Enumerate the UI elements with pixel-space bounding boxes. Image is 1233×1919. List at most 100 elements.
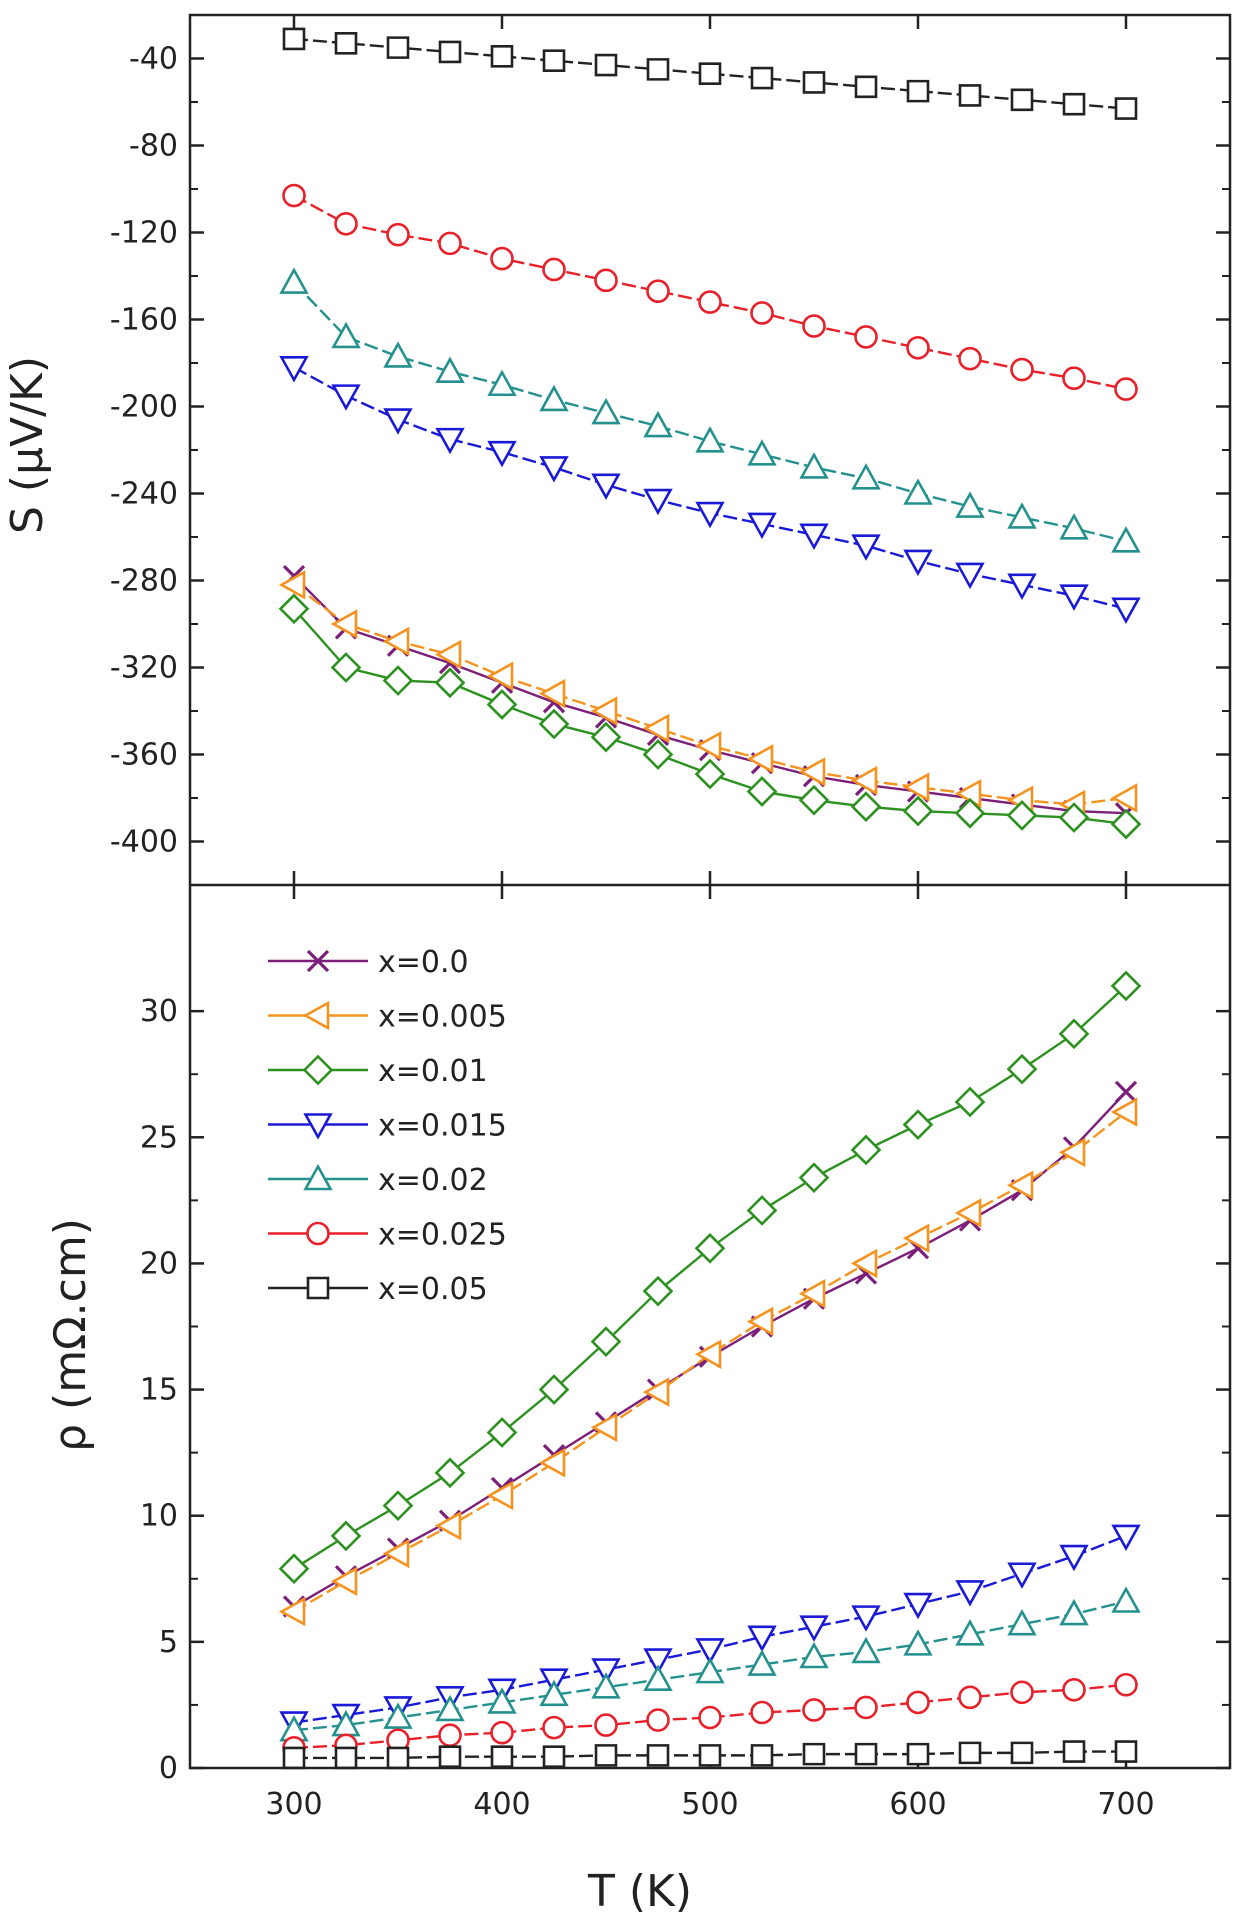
top-panel-seebeck: -40 -80 -120 -160 -200 -240 -280 -320 -360 -400 S…	[2, 15, 1230, 885]
data-point	[490, 1720, 514, 1745]
data-point	[854, 1742, 878, 1766]
data-point	[538, 678, 566, 709]
y-tick-label: -80	[129, 129, 178, 164]
data-point	[539, 1679, 569, 1707]
series-x=0.05	[282, 1740, 1138, 1770]
series-x=0.025	[282, 183, 1138, 401]
y-tick-label: 0	[159, 1751, 178, 1786]
data-point	[798, 757, 826, 787]
data-point	[1058, 802, 1090, 833]
data-point	[958, 346, 982, 371]
data-point	[538, 1374, 570, 1405]
data-point	[539, 456, 569, 483]
data-point	[538, 1448, 566, 1478]
data-point	[1059, 513, 1089, 540]
data-point	[646, 1744, 670, 1767]
data-point	[1114, 1740, 1138, 1763]
data-point	[383, 408, 413, 435]
data-point	[1006, 800, 1038, 831]
data-point	[490, 246, 514, 271]
series-x=0.005	[278, 1097, 1138, 1627]
data-point	[1110, 970, 1142, 1002]
data-point	[747, 512, 777, 540]
data-point	[698, 290, 722, 314]
data-point	[1111, 1524, 1141, 1552]
data-point	[799, 523, 829, 551]
series-x=0.01	[278, 593, 1142, 840]
bottom-panel-y-axis-title: ρ (mΩ.cm)	[45, 1218, 96, 1452]
data-point	[802, 314, 826, 338]
data-point	[590, 721, 622, 753]
legend-marker	[303, 1113, 333, 1140]
series-x=0.01	[278, 970, 1142, 1585]
data-point	[1010, 1680, 1034, 1705]
data-point	[382, 626, 410, 657]
data-point	[1114, 1672, 1138, 1697]
legend: x=0.0 x=0.005 x=0.01 x=0.015 x=0.02 x=0.025 x=…	[268, 945, 507, 1307]
data-point	[594, 53, 618, 77]
series-line	[293, 366, 1127, 610]
legend-label: x=0.05	[378, 1272, 488, 1307]
legend-marker	[306, 1276, 330, 1300]
data-point	[278, 1553, 310, 1585]
data-point	[747, 1625, 777, 1652]
y-tick-label: -200	[110, 390, 178, 425]
data-point	[802, 71, 826, 94]
data-point	[955, 1619, 985, 1646]
data-point	[798, 1278, 826, 1309]
data-point	[958, 1741, 982, 1765]
legend-label: x=0.015	[378, 1109, 507, 1144]
data-point	[642, 713, 670, 744]
plot-frame	[188, 13, 1232, 1770]
data-point	[330, 652, 362, 683]
data-point	[750, 301, 774, 325]
data-point	[642, 739, 674, 770]
data-point	[1058, 1018, 1090, 1050]
series-line	[293, 37, 1127, 110]
data-point	[434, 1511, 462, 1541]
data-point	[850, 1248, 878, 1279]
data-point	[1059, 1598, 1089, 1626]
data-point	[954, 1198, 982, 1228]
data-point	[386, 36, 410, 59]
data-point	[850, 791, 882, 823]
y-tick-label: 25	[140, 1120, 178, 1155]
series-x=0.05	[282, 27, 1138, 120]
bottom-panel-series	[278, 970, 1142, 1770]
y-tick-label: -240	[110, 477, 178, 512]
data-point	[590, 1412, 618, 1443]
legend-marker	[306, 1221, 330, 1246]
data-point	[902, 1223, 930, 1253]
series-x=0.025	[282, 1672, 1138, 1760]
data-point	[746, 776, 778, 807]
data-point	[438, 231, 462, 256]
x-tick-label: 700	[1097, 1787, 1154, 1822]
data-point	[646, 58, 670, 81]
data-point	[434, 667, 466, 699]
legend-marker	[302, 1000, 330, 1031]
data-point	[386, 1746, 410, 1770]
data-point	[799, 452, 829, 479]
data-point	[334, 31, 358, 55]
data-point	[903, 1592, 933, 1620]
data-point	[542, 1715, 566, 1740]
data-point	[958, 1685, 982, 1710]
data-point	[382, 1490, 414, 1521]
y-tick-label: -280	[110, 564, 178, 599]
series-x=0.015	[279, 1524, 1141, 1738]
data-point	[694, 1232, 726, 1264]
data-point	[695, 1656, 725, 1684]
data-point	[487, 440, 517, 468]
data-point	[331, 321, 361, 349]
legend-label: x=0.025	[378, 1218, 507, 1253]
data-point	[539, 384, 569, 412]
y-tick-label: 15	[140, 1373, 178, 1408]
y-tick-label: -120	[110, 216, 178, 251]
data-point	[1110, 783, 1138, 813]
data-point	[643, 1664, 673, 1691]
data-point	[594, 1744, 618, 1767]
data-point	[435, 1694, 465, 1722]
data-point	[1111, 597, 1141, 624]
data-point	[854, 1695, 878, 1720]
